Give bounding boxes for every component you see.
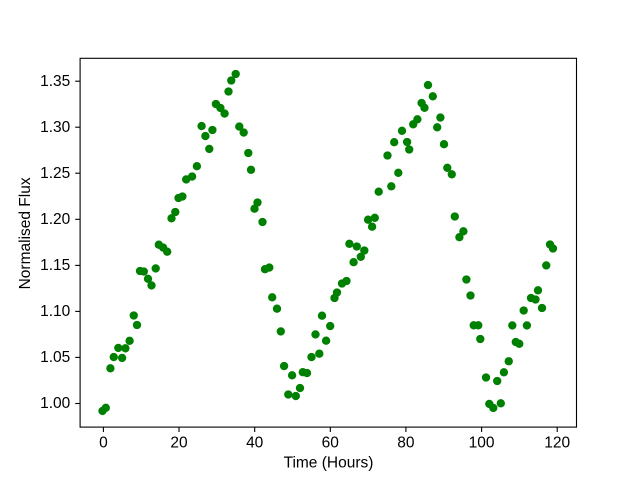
svg-text:0: 0	[99, 435, 108, 452]
svg-text:20: 20	[170, 435, 188, 452]
svg-text:120: 120	[544, 435, 570, 452]
svg-text:1.10: 1.10	[40, 303, 71, 320]
svg-text:Time (Hours): Time (Hours)	[284, 454, 374, 471]
svg-text:100: 100	[469, 435, 495, 452]
svg-text:1.15: 1.15	[40, 257, 70, 274]
svg-text:60: 60	[322, 435, 340, 452]
svg-text:1.30: 1.30	[40, 119, 71, 136]
svg-text:Normalised Flux: Normalised Flux	[17, 177, 34, 289]
svg-text:1.05: 1.05	[40, 349, 70, 366]
svg-text:40: 40	[246, 435, 264, 452]
svg-text:80: 80	[397, 435, 415, 452]
svg-text:1.35: 1.35	[40, 73, 70, 90]
svg-text:1.00: 1.00	[40, 395, 71, 412]
svg-text:1.20: 1.20	[40, 211, 71, 228]
svg-text:1.25: 1.25	[40, 165, 70, 182]
